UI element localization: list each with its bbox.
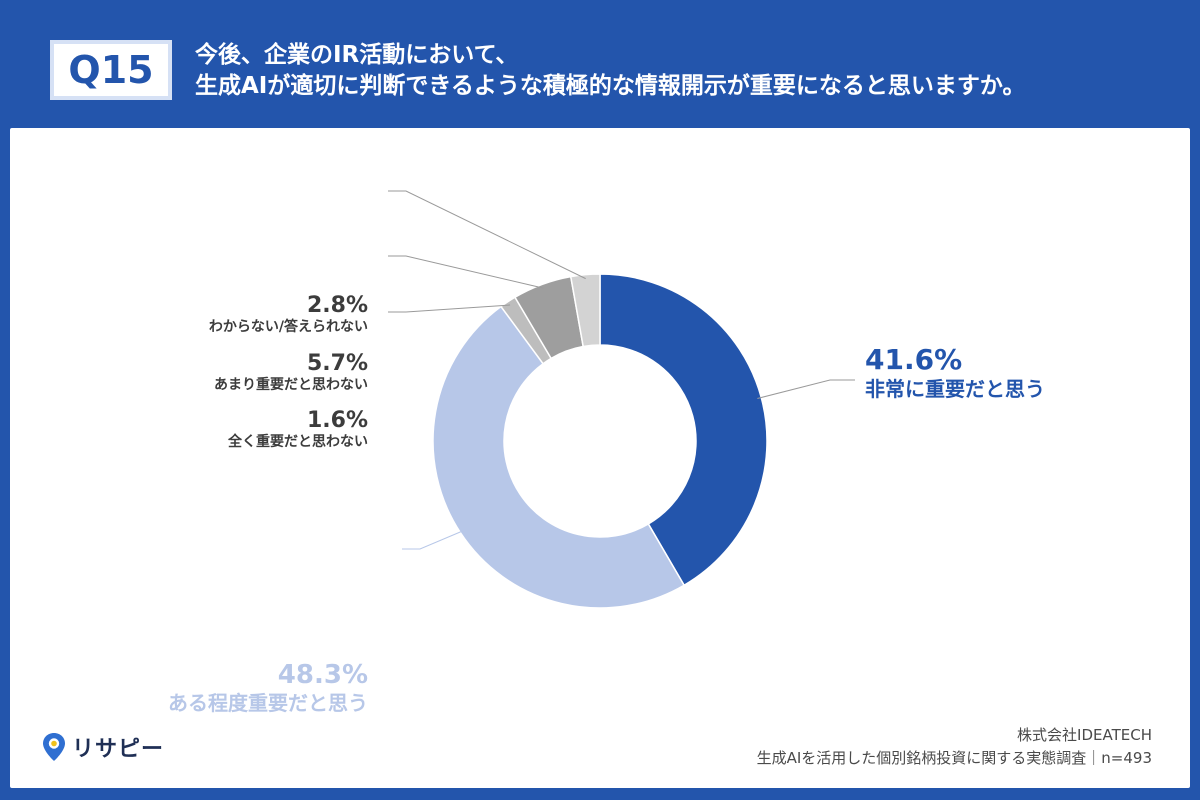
question-line-1: 今後、企業のIR活動において、 [195,42,519,68]
slice-somewhat-important [432,305,686,609]
category-label-very-important: 非常に重要だと思う [865,377,1045,401]
footer-company: 株式会社IDEATECH [1017,726,1152,744]
value-label-very-important: 41.6% [865,343,963,376]
category-label-not-at-all-important: 全く重要だと思わない [228,434,368,450]
category-label-somewhat-important: ある程度重要だと思う [168,691,368,715]
label-not-very-important: 5.7% あまり重要だと思わない [214,352,368,394]
footer: 株式会社IDEATECH 生成AIを活用した個別銘柄投資に関する実態調査｜n=4… [757,724,1152,770]
category-label-dont-know: わからない/答えられない [208,319,368,335]
map-pin-icon [43,733,65,761]
value-label-somewhat-important: 48.3% [277,660,368,690]
slice-very-important [599,273,768,587]
leader-line-not-very-important [388,255,544,289]
donut-chart [388,190,855,609]
value-label-not-very-important: 5.7% [306,351,368,376]
value-label-not-at-all-important: 1.6% [306,408,368,433]
label-somewhat-important: 48.3% ある程度重要だと思う [168,660,368,716]
category-label-not-very-important: あまり重要だと思わない [214,377,368,393]
logo-text: リサピー [72,737,165,762]
chart-card: 41.6% 非常に重要だと思う 48.3% ある程度重要だと思う 1.6% 全く… [10,128,1190,788]
leader-line-very-important [757,379,855,399]
leader-line-dont-know [388,190,586,280]
slice-dont-know [569,273,601,348]
question-line-2: 生成AIが適切に判断できるような積極的な情報開示が重要になると思いますか。 [195,73,1026,99]
value-label-dont-know: 2.8% [306,293,368,318]
label-not-at-all-important: 1.6% 全く重要だと思わない [228,409,368,451]
label-very-important: 41.6% 非常に重要だと思う [865,344,1045,402]
risapy-logo: リサピー [42,731,164,763]
question-number-badge: Q15 [50,40,172,100]
header: Q15 今後、企業のIR活動において、 生成AIが適切に判断できるような積極的な… [0,0,1200,118]
label-dont-know: 2.8% わからない/答えられない [209,294,368,336]
question-text: 今後、企業のIR活動において、 生成AIが適切に判断できるような積極的な情報開示… [195,40,1185,102]
footer-survey: 生成AIを活用した個別銘柄投資に関する実態調査｜n=493 [756,749,1152,767]
leader-line-not-at-all-important [388,304,511,313]
leader-line-somewhat-important [402,530,464,550]
